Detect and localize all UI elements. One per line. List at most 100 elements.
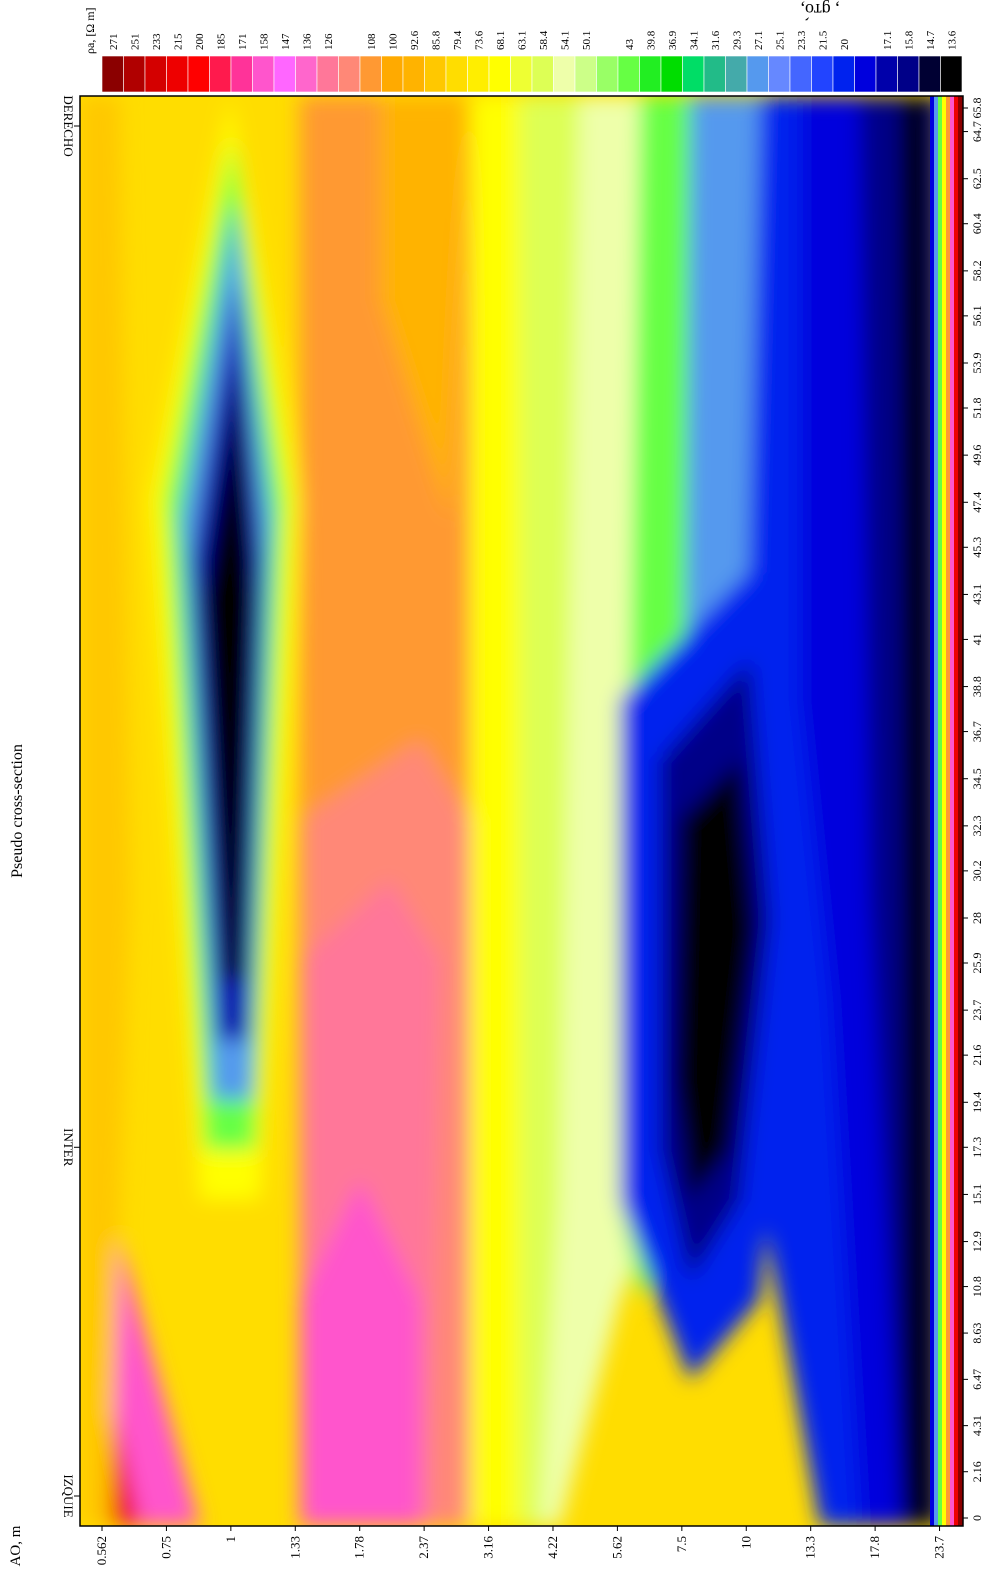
colorbar-swatch	[660, 55, 683, 93]
colorbar-level-label: 233	[151, 33, 163, 50]
colorbar-swatch	[252, 55, 275, 93]
depth-tick-label: 1	[223, 1536, 238, 1543]
colorbar-level-label: 158	[258, 33, 270, 50]
colorbar-swatch	[402, 55, 425, 93]
colorbar-swatch	[854, 55, 877, 93]
colorbar-swatch	[617, 55, 640, 93]
distance-tick-label: 51.8	[970, 398, 984, 419]
station-label: DERECHO	[61, 95, 76, 156]
depth-tick-label: 1.33	[287, 1536, 302, 1559]
colorbar: 271 251 233 215 200 185 171 158 147 136 126 108 100 9…	[83, 7, 963, 93]
colorbar-level-label: 126	[323, 33, 335, 50]
distance-tick-label: 28	[970, 912, 984, 924]
colorbar-level-label: 17.1	[882, 31, 894, 50]
colorbar-swatch	[467, 55, 490, 93]
distance-tick-label: 38.8	[970, 676, 984, 697]
colorbar-level-label: 13.6	[946, 30, 958, 50]
distance-tick-label: 8.63	[970, 1323, 984, 1344]
distance-tick-label: 65.8	[970, 98, 984, 119]
resistivity-band	[202, 360, 256, 980]
distance-tick-label: 53.9	[970, 353, 984, 374]
distance-axis: 0 2.16 4.31 6.47 8.63 10.8 12.9 15.1 17.3 19.4 21.…	[962, 96, 984, 1526]
colorbar-level-label: 100	[387, 33, 399, 50]
colorbar-level-label: 73.6	[473, 30, 485, 50]
colorbar-level-label: 171	[237, 34, 249, 51]
colorbar-swatch	[338, 55, 361, 93]
distance-tick-label: 10.8	[970, 1276, 984, 1297]
colorbar-swatch	[510, 55, 533, 93]
distance-tick-label: 62.5	[970, 168, 984, 189]
colorbar-swatch	[768, 55, 791, 93]
colorbar-level-label: 215	[172, 33, 184, 50]
distance-tick-label: 58.2	[970, 260, 984, 281]
colorbar-level-label: 68.1	[495, 31, 507, 50]
colorbar-level-label: 92.6	[409, 30, 421, 50]
colorbar-swatch	[574, 55, 597, 93]
resistivity-band	[900, 96, 935, 1526]
depth-tick-label: 2.37	[416, 1536, 431, 1559]
colorbar-level-label: 36.9	[667, 30, 679, 50]
colorbar-level-label: 54.1	[559, 31, 571, 50]
depth-axis: 0.562 0.75 1 1.33 1.78 2.37 3.16 4.22 5.62 7.5 10 1…	[80, 1525, 963, 1565]
colorbar-level-label: 25.1	[774, 31, 786, 50]
distance-tick-label: 32.3	[970, 815, 984, 836]
depth-tick-label: 7.5	[674, 1536, 689, 1552]
distance-tick-label: 45.3	[970, 537, 984, 558]
resistivity-plot	[79, 95, 964, 1527]
distance-tick-label: 49.6	[970, 445, 984, 466]
distance-tick-label: 47.4	[970, 492, 984, 513]
distance-tick-label: 43.1	[970, 584, 984, 605]
colorbar-level-label: 21.5	[817, 30, 829, 50]
colorbar-level-label: 136	[301, 33, 313, 50]
station-markers: IZQUIE INTER DERECHO	[61, 95, 80, 1518]
colorbar-swatch	[424, 55, 447, 93]
depth-tick-label: 0.562	[94, 1536, 109, 1565]
distance-tick-label: 17.3	[970, 1137, 984, 1158]
chart-title: Pseudo cross-section	[9, 744, 26, 878]
colorbar-swatch	[639, 55, 662, 93]
colorbar-level-label: 29.3	[731, 30, 743, 50]
depth-tick-label: 4.22	[545, 1536, 560, 1559]
colorbar-level-label: 23.3	[796, 30, 808, 50]
colorbar-level-label: 20	[839, 39, 851, 51]
depth-axis-label: AO, m	[8, 1525, 24, 1566]
colorbar-level-label: 271	[108, 34, 120, 51]
resistivity-band	[675, 760, 755, 1200]
station-label: INTER	[61, 1128, 76, 1167]
resistivity-band	[380, 96, 470, 520]
distance-tick-label: 34.5	[970, 768, 984, 789]
colorbar-swatch	[166, 55, 189, 93]
distance-tick-label: 21.6	[970, 1045, 984, 1066]
colorbar-level-label: 251	[129, 34, 141, 51]
distance-tick-label: 12.9	[970, 1231, 984, 1252]
distance-tick-label: 0	[970, 1515, 984, 1521]
colorbar-level-label: 14.7	[925, 30, 937, 50]
depth-tick-label: 10	[738, 1536, 753, 1549]
station-label: IZQUIE	[61, 1474, 76, 1517]
colorbar-swatch	[445, 55, 468, 93]
distance-tick-label: 2.16	[970, 1461, 984, 1482]
colorbar-swatch	[746, 55, 769, 93]
distance-tick-label: 30.2	[970, 860, 984, 881]
depth-tick-label: 1.78	[352, 1536, 367, 1559]
distance-tick-label: 36.7	[970, 721, 984, 742]
colorbar-swatch	[359, 55, 382, 93]
colorbar-swatch	[381, 55, 404, 93]
header-fragment: , ɡто́,	[800, 0, 839, 21]
colorbar-swatch	[144, 55, 167, 93]
colorbar-level-label: 108	[366, 33, 378, 50]
colorbar-level-label: 63.1	[516, 31, 528, 50]
colorbar-swatch	[897, 55, 920, 93]
colorbar-swatch	[682, 55, 705, 93]
distance-tick-label: 19.4	[970, 1092, 984, 1113]
colorbar-label: ρa, [Ω m]	[83, 7, 97, 54]
colorbar-level-label: 43	[624, 39, 636, 51]
colorbar-swatch	[123, 55, 146, 93]
colorbar-level-label: 147	[280, 33, 292, 50]
colorbar-swatch	[725, 55, 748, 93]
distance-tick-label: 4.31	[970, 1415, 984, 1436]
colorbar-swatch	[488, 55, 511, 93]
colorbar-level-label: 15.8	[903, 30, 915, 50]
distance-tick-label: 23.7	[970, 1000, 984, 1021]
colorbar-level-label: 85.8	[430, 30, 442, 50]
